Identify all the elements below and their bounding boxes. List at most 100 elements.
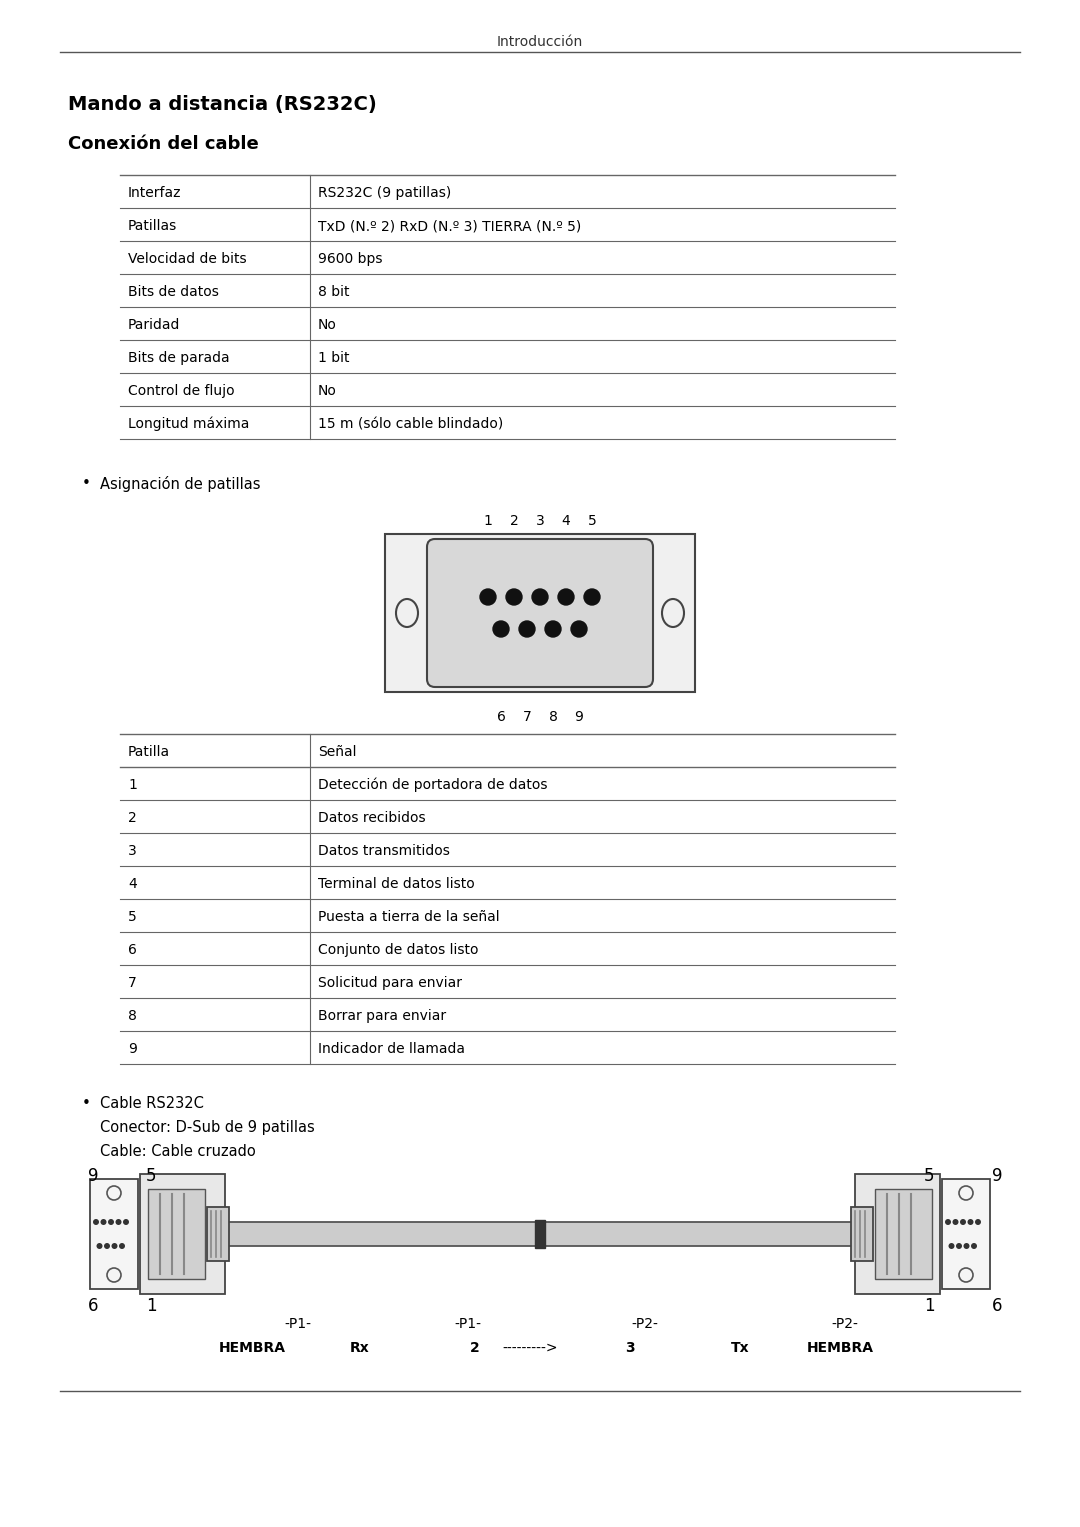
Text: 1: 1 — [129, 779, 137, 793]
Polygon shape — [148, 1190, 205, 1280]
Text: 7: 7 — [129, 976, 137, 989]
Text: •: • — [82, 1096, 91, 1112]
Text: Detección de portadora de datos: Detección de portadora de datos — [318, 777, 548, 793]
Text: -P2-: -P2- — [832, 1316, 859, 1332]
Circle shape — [584, 589, 600, 605]
Text: Conjunto de datos listo: Conjunto de datos listo — [318, 944, 478, 957]
Circle shape — [960, 1219, 966, 1225]
Text: Puesta a tierra de la señal: Puesta a tierra de la señal — [318, 910, 500, 924]
Circle shape — [492, 621, 509, 637]
Circle shape — [123, 1219, 129, 1225]
Circle shape — [93, 1219, 99, 1225]
Circle shape — [519, 621, 535, 637]
Circle shape — [532, 589, 548, 605]
Text: Rx: Rx — [350, 1341, 369, 1354]
Text: 2: 2 — [470, 1341, 480, 1354]
Ellipse shape — [662, 599, 684, 628]
Text: 3: 3 — [536, 515, 544, 528]
Polygon shape — [851, 1206, 873, 1261]
Circle shape — [968, 1219, 973, 1225]
Circle shape — [119, 1243, 125, 1249]
Text: Conexión del cable: Conexión del cable — [68, 134, 259, 153]
Text: 9: 9 — [87, 1167, 98, 1185]
Text: 1: 1 — [924, 1296, 934, 1315]
Circle shape — [571, 621, 588, 637]
Text: 8: 8 — [549, 710, 557, 724]
Text: 8: 8 — [129, 1009, 137, 1023]
Ellipse shape — [107, 1186, 121, 1200]
Text: Solicitud para enviar: Solicitud para enviar — [318, 976, 462, 989]
Text: Longitud máxima: Longitud máxima — [129, 417, 249, 432]
Text: Señal: Señal — [318, 745, 356, 759]
Text: Cable RS232C: Cable RS232C — [100, 1096, 204, 1112]
Text: 5: 5 — [924, 1167, 934, 1185]
Text: 1: 1 — [484, 515, 492, 528]
Circle shape — [956, 1243, 962, 1249]
Text: 4: 4 — [562, 515, 570, 528]
Circle shape — [104, 1243, 110, 1249]
Circle shape — [963, 1243, 970, 1249]
Text: 2: 2 — [510, 515, 518, 528]
Ellipse shape — [396, 599, 418, 628]
Polygon shape — [535, 1220, 545, 1248]
Text: Asignación de patillas: Asignación de patillas — [100, 476, 260, 492]
Circle shape — [480, 589, 496, 605]
Text: 6: 6 — [129, 944, 137, 957]
Text: 3: 3 — [625, 1341, 635, 1354]
Polygon shape — [875, 1190, 932, 1280]
Text: Velocidad de bits: Velocidad de bits — [129, 252, 246, 266]
Text: Datos transmitidos: Datos transmitidos — [318, 844, 450, 858]
Text: Patilla: Patilla — [129, 745, 171, 759]
Text: 6: 6 — [497, 710, 505, 724]
Text: Interfaz: Interfaz — [129, 186, 181, 200]
Text: Indicador de llamada: Indicador de llamada — [318, 1041, 465, 1057]
Text: 9600 bps: 9600 bps — [318, 252, 382, 266]
Polygon shape — [855, 1174, 940, 1293]
Text: No: No — [318, 385, 337, 399]
Text: -P1-: -P1- — [284, 1316, 311, 1332]
Text: Introducción: Introducción — [497, 35, 583, 49]
Text: -P1-: -P1- — [455, 1316, 482, 1332]
Text: Borrar para enviar: Borrar para enviar — [318, 1009, 446, 1023]
Text: No: No — [318, 318, 337, 333]
Circle shape — [948, 1243, 955, 1249]
Circle shape — [108, 1219, 114, 1225]
Ellipse shape — [959, 1186, 973, 1200]
Ellipse shape — [959, 1267, 973, 1283]
Text: Paridad: Paridad — [129, 318, 180, 333]
Circle shape — [975, 1219, 981, 1225]
Polygon shape — [942, 1179, 990, 1289]
Text: Control de flujo: Control de flujo — [129, 385, 234, 399]
Circle shape — [558, 589, 573, 605]
Circle shape — [971, 1243, 977, 1249]
Circle shape — [507, 589, 522, 605]
Text: HEMBRA: HEMBRA — [807, 1341, 874, 1354]
Circle shape — [100, 1219, 107, 1225]
Polygon shape — [384, 534, 696, 692]
Text: Mando a distancia (RS232C): Mando a distancia (RS232C) — [68, 95, 377, 115]
Text: 5: 5 — [146, 1167, 157, 1185]
Text: 6: 6 — [87, 1296, 98, 1315]
Text: HEMBRA: HEMBRA — [218, 1341, 285, 1354]
Text: 9: 9 — [575, 710, 583, 724]
Circle shape — [945, 1219, 951, 1225]
Polygon shape — [229, 1222, 851, 1246]
Text: 9: 9 — [993, 1167, 1002, 1185]
Circle shape — [96, 1243, 103, 1249]
Text: Tx: Tx — [731, 1341, 750, 1354]
Text: RS232C (9 patillas): RS232C (9 patillas) — [318, 186, 451, 200]
Ellipse shape — [107, 1267, 121, 1283]
Text: 6: 6 — [993, 1296, 1002, 1315]
Text: Conector: D-Sub de 9 patillas: Conector: D-Sub de 9 patillas — [100, 1119, 314, 1135]
Text: 15 m (sólo cable blindado): 15 m (sólo cable blindado) — [318, 417, 503, 431]
Text: Datos recibidos: Datos recibidos — [318, 811, 426, 825]
Text: 4: 4 — [129, 876, 137, 892]
Text: 1 bit: 1 bit — [318, 351, 350, 365]
Text: •: • — [82, 476, 91, 492]
Polygon shape — [140, 1174, 225, 1293]
Text: 1: 1 — [146, 1296, 157, 1315]
Text: 8 bit: 8 bit — [318, 286, 350, 299]
Text: TxD (N.º 2) RxD (N.º 3) TIERRA (N.º 5): TxD (N.º 2) RxD (N.º 3) TIERRA (N.º 5) — [318, 220, 581, 234]
Polygon shape — [207, 1206, 229, 1261]
Text: 7: 7 — [523, 710, 531, 724]
